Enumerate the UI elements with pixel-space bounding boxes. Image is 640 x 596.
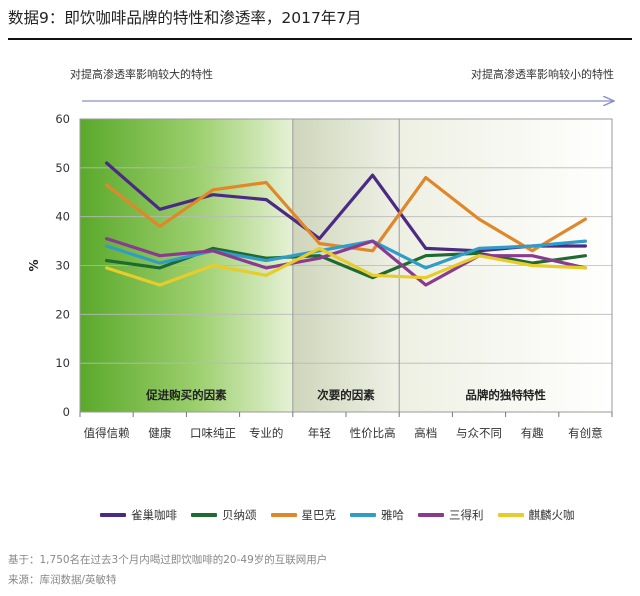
legend-label: 三得利: [449, 508, 484, 522]
legend-swatch: [100, 513, 126, 517]
legend-item: 雅哈: [350, 507, 404, 523]
legend-item: 星巴克: [270, 507, 337, 523]
chart-legend: 雀巢咖啡 贝纳颂 星巴克 雅哈 三得利 麒麟火咖: [100, 507, 575, 523]
chart-title: 数据9：即饮咖啡品牌的特性和渗透率，2017年7月: [8, 9, 362, 27]
x-tick-label: 与众不同: [456, 426, 502, 440]
legend-item: 三得利: [418, 507, 484, 523]
legend-label: 贝纳颂: [222, 508, 257, 522]
legend-item: 麒麟火咖: [497, 507, 575, 523]
x-tick-label: 值得信赖: [84, 426, 130, 440]
y-tick-label: 0: [63, 405, 70, 419]
base-note: 基于：1,750名在过去3个月内喝过即饮咖啡的20-49岁的互联网用户: [8, 554, 328, 566]
x-tick-label: 专业的: [249, 426, 284, 440]
legend-swatch: [497, 513, 524, 517]
y-tick-label: 60: [55, 112, 70, 126]
impact-label-high: 对提高渗透率影响较大的特性: [70, 68, 213, 81]
series-line: [104, 237, 588, 287]
x-tick-label: 高档: [414, 426, 437, 440]
x-tick-label: 性价比高: [350, 426, 396, 440]
series-line: [104, 239, 588, 270]
x-tick-label: 口味纯正: [190, 426, 236, 440]
series-line: [104, 246, 588, 287]
legend-swatch: [270, 513, 297, 517]
y-tick-label: 40: [55, 210, 70, 224]
x-tick-label: 有创意: [568, 426, 603, 440]
x-tick-label: 有趣: [521, 426, 544, 440]
source-note: 来源：库润数据/英敏特: [8, 574, 117, 586]
legend-label: 星巴克: [301, 508, 337, 522]
legend-swatch: [191, 513, 217, 517]
y-tick-label: 10: [55, 356, 70, 370]
line-chart: 0 10 20 30 40 50 60 值得信赖 健康 口味纯正 专业的 年轻 性价比高 高档 与众不同 有趣…: [27, 0, 640, 440]
legend-item: 贝纳颂: [191, 507, 257, 523]
y-axis-label: %: [27, 259, 41, 271]
y-tick-label: 30: [55, 259, 70, 273]
x-tick-label: 健康: [148, 426, 171, 440]
legend-swatch: [418, 513, 444, 517]
y-tick-label: 50: [55, 161, 70, 175]
legend-label: 雅哈: [381, 508, 404, 522]
title-divider: [8, 38, 632, 40]
legend-swatch: [350, 513, 376, 517]
legend-label: 麒麟火咖: [528, 508, 575, 522]
legend-label: 雀巢咖啡: [131, 508, 177, 522]
section-label: 品牌的独特特性: [465, 388, 546, 402]
y-tick-label: 20: [55, 307, 70, 321]
impact-label-low: 对提高渗透率影响较小的特性: [471, 68, 614, 81]
legend-item: 雀巢咖啡: [100, 507, 177, 523]
x-tick-label: 年轻: [308, 426, 331, 440]
section-label: 次要的因素: [317, 388, 375, 402]
section-label: 促进购买的因素: [145, 388, 227, 402]
